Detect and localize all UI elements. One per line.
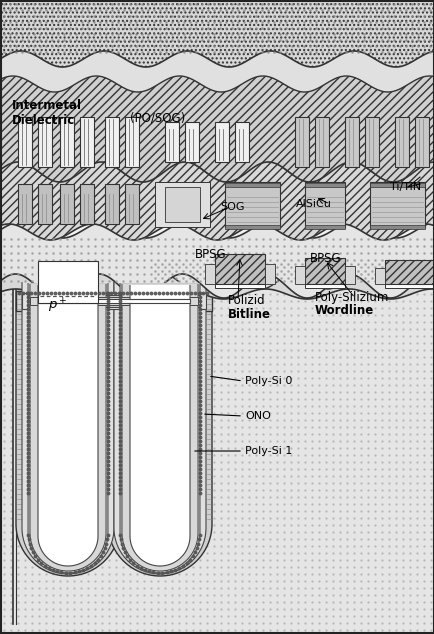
Bar xyxy=(105,184,119,224)
Text: ONO: ONO xyxy=(244,411,270,421)
Bar xyxy=(28,295,200,307)
Bar xyxy=(384,284,434,288)
Bar xyxy=(394,117,408,167)
Polygon shape xyxy=(0,266,434,299)
Bar xyxy=(304,183,344,187)
Polygon shape xyxy=(114,282,206,574)
Text: BPSG: BPSG xyxy=(309,252,341,266)
Polygon shape xyxy=(16,281,120,576)
Bar xyxy=(105,117,119,167)
Bar xyxy=(38,117,52,167)
Text: Intermetal
Dielectric: Intermetal Dielectric xyxy=(12,99,82,127)
Text: Ti/TiN: Ti/TiN xyxy=(389,182,420,192)
Bar xyxy=(16,291,211,311)
Polygon shape xyxy=(0,43,434,92)
Bar xyxy=(414,117,428,167)
Polygon shape xyxy=(150,241,434,289)
Bar xyxy=(304,182,344,227)
Text: SOG: SOG xyxy=(220,202,244,212)
Bar xyxy=(264,264,274,284)
Bar xyxy=(224,182,279,227)
Bar xyxy=(234,122,248,162)
Bar xyxy=(214,284,264,288)
Bar xyxy=(125,117,139,167)
Bar xyxy=(369,225,424,229)
Polygon shape xyxy=(22,282,114,574)
Bar xyxy=(125,184,139,224)
Bar xyxy=(294,117,308,167)
Polygon shape xyxy=(122,284,197,571)
Bar xyxy=(344,117,358,167)
Bar xyxy=(164,122,178,162)
Bar xyxy=(38,299,190,303)
Bar xyxy=(384,260,434,284)
Polygon shape xyxy=(0,222,434,298)
Bar xyxy=(204,264,214,284)
Bar xyxy=(214,254,264,284)
Bar xyxy=(304,258,344,284)
Bar xyxy=(314,117,328,167)
Text: Polizid: Polizid xyxy=(227,295,265,307)
Bar xyxy=(155,182,210,227)
Bar xyxy=(80,184,94,224)
Bar xyxy=(294,266,304,284)
Polygon shape xyxy=(28,283,108,573)
Bar xyxy=(224,183,279,187)
Text: Poly-Si 0: Poly-Si 0 xyxy=(244,376,292,386)
Polygon shape xyxy=(130,285,190,566)
Bar xyxy=(164,187,200,222)
Bar xyxy=(369,182,424,227)
Bar xyxy=(80,117,94,167)
Polygon shape xyxy=(38,285,98,566)
Text: Poly-Silizium: Poly-Silizium xyxy=(314,292,388,304)
Bar xyxy=(60,117,74,167)
Polygon shape xyxy=(108,281,211,576)
Text: BPSG: BPSG xyxy=(194,247,226,261)
Bar xyxy=(214,122,228,162)
Bar xyxy=(374,268,384,284)
Polygon shape xyxy=(30,284,106,571)
Bar xyxy=(344,266,354,284)
Bar xyxy=(304,225,344,229)
Polygon shape xyxy=(0,0,434,67)
Bar xyxy=(224,225,279,229)
Bar xyxy=(18,117,32,167)
Bar xyxy=(184,122,198,162)
Bar xyxy=(304,284,344,288)
Bar xyxy=(18,184,32,224)
Bar xyxy=(30,297,197,305)
Text: Wordline: Wordline xyxy=(314,304,373,318)
Polygon shape xyxy=(0,159,434,240)
Text: (PO/SOG): (PO/SOG) xyxy=(130,112,185,124)
Bar xyxy=(22,293,206,309)
Polygon shape xyxy=(0,74,434,182)
Text: AlSiCu: AlSiCu xyxy=(295,199,331,209)
Text: Poly-Si 1: Poly-Si 1 xyxy=(244,446,292,456)
Bar xyxy=(38,184,52,224)
Text: Bitline: Bitline xyxy=(227,307,270,321)
Bar xyxy=(60,184,74,224)
Text: $p^+$: $p^+$ xyxy=(48,297,68,315)
Bar xyxy=(369,183,424,187)
Bar xyxy=(364,117,378,167)
Bar xyxy=(38,261,98,303)
Bar xyxy=(0,266,434,634)
Polygon shape xyxy=(120,283,200,573)
